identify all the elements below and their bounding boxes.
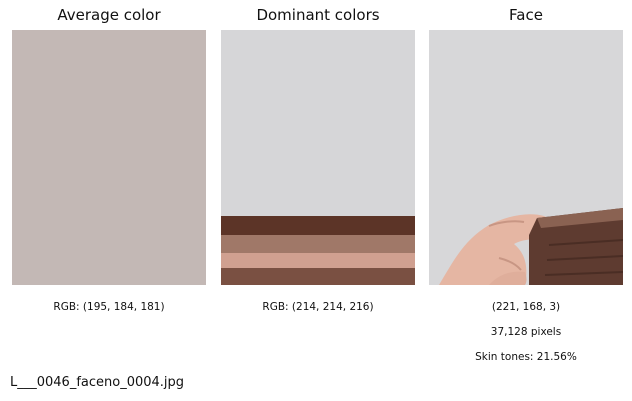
dominant-color-rgb-caption: RGB: (214, 214, 216) (262, 301, 374, 313)
dominant-color-band-2 (221, 216, 415, 236)
dominant-color-band-4 (221, 253, 415, 269)
dominant-colors-swatch (221, 30, 415, 285)
dominant-color-band-5 (221, 268, 415, 285)
face-color-caption: (221, 168, 3) (491, 301, 561, 313)
average-color-swatch (12, 30, 206, 285)
average-color-title: Average color (57, 6, 161, 24)
image-filename: L___0046_faceno_0004.jpg (10, 375, 185, 390)
skin-tones-caption: Skin tones: 21.56% (475, 351, 577, 363)
face-title: Face (509, 6, 543, 24)
average-color-rgb-caption: RGB: (195, 184, 181) (53, 301, 165, 313)
face-crop-drawing (429, 30, 623, 285)
face-crop-image (429, 30, 623, 285)
face-pixel-count-caption: 37,128 pixels (490, 326, 562, 338)
dominant-colors-title: Dominant colors (256, 6, 380, 24)
dominant-color-band-1 (221, 30, 415, 217)
dominant-color-band-3 (221, 235, 415, 254)
